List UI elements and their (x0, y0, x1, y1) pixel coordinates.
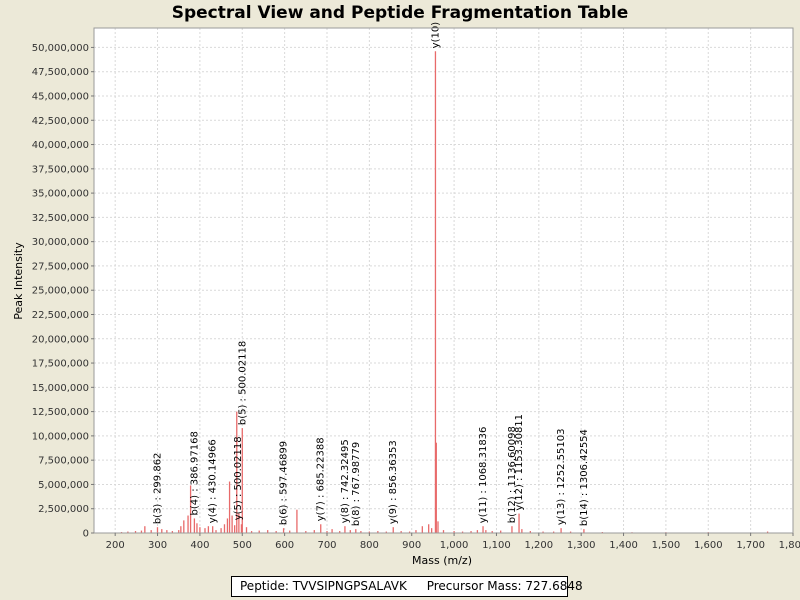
y-tick-label: 35,000,000 (32, 189, 89, 200)
peak-annotation: y(8) : 742.32495 (340, 439, 351, 523)
peak-annotation: y(5) : 500.02118 (233, 436, 244, 520)
x-tick-label: 1,700 (736, 540, 765, 551)
peak-annotation: b(8) : 767.98779 (351, 442, 362, 526)
peak-annotation: y(9) : 856.36353 (388, 440, 399, 524)
x-tick-label: 800 (360, 540, 379, 551)
x-tick-label: 1,500 (652, 540, 681, 551)
y-tick-label: 7,500,000 (38, 456, 89, 467)
plot-area (94, 28, 793, 533)
y-tick-label: 0 (83, 529, 89, 540)
peak-annotations: b(3) : 299.862 b(4) : 386.97168 y(4) : 430… (152, 22, 589, 526)
peak-annotation: y(7) : 685.22388 (316, 437, 327, 521)
peak-annotation: y(10) (430, 22, 441, 49)
y-tick-label: 20,000,000 (32, 334, 89, 345)
x-tick-label: 700 (317, 540, 336, 551)
x-tick-label: 1,100 (482, 540, 511, 551)
y-tick-label: 5,000,000 (38, 480, 89, 491)
y-axis-label: Peak Intensity (12, 242, 25, 320)
precursor-mass-label: Precursor Mass: 727.6848 (426, 579, 583, 593)
peptide-label: Peptide: TVVSIPNGPSALAVK (240, 579, 407, 593)
y-tick-label: 2,500,000 (38, 504, 89, 515)
x-tick-label: 1,000 (440, 540, 469, 551)
x-tick-label: 900 (402, 540, 421, 551)
peak-annotation: y(12) : 1153.30811 (514, 414, 525, 511)
y-axis: 0 2,500,000 5,000,000 7,500,000 10,000,000 12… (32, 43, 94, 540)
x-tick-label: 1,600 (694, 540, 723, 551)
y-tick-label: 10,000,000 (32, 431, 89, 442)
peak-annotation: b(12) : 1136.60098 (507, 426, 518, 523)
x-tick-label: 1,200 (524, 540, 553, 551)
y-tick-label: 50,000,000 (32, 43, 89, 54)
peak-annotation: y(11) : 1068.31836 (478, 427, 489, 524)
y-tick-label: 15,000,000 (32, 383, 89, 394)
x-tick-label: 200 (106, 540, 125, 551)
peak-annotation: y(13) : 1252.55103 (556, 429, 567, 526)
peak-annotation: y(4) : 430.14966 (208, 439, 219, 523)
peak-annotation: b(6) : 597.46899 (279, 441, 290, 525)
x-tick-label: 400 (190, 540, 209, 551)
peak-annotation: b(3) : 299.862 (152, 453, 163, 525)
grid-lines (94, 28, 794, 533)
x-tick-label: 500 (233, 540, 252, 551)
y-tick-label: 47,500,000 (32, 67, 89, 78)
y-tick-label: 30,000,000 (32, 237, 89, 248)
y-tick-label: 27,500,000 (32, 261, 89, 272)
chart-title: Spectral View and Peptide Fragmentation … (171, 3, 629, 23)
x-tick-label: 1,400 (609, 540, 638, 551)
y-tick-label: 37,500,000 (32, 164, 89, 175)
x-tick-label: 1,800 (779, 540, 800, 551)
x-axis: 200 300 400 500 600 700 800 900 1,000 1,100 1,200 1… (106, 533, 800, 551)
peak-annotation: b(14) : 1306.42554 (579, 429, 590, 526)
y-tick-label: 12,500,000 (32, 407, 89, 418)
y-tick-label: 17,500,000 (32, 359, 89, 370)
peak-annotation: b(4) : 386.97168 (189, 431, 200, 515)
x-axis-label: Mass (m/z) (412, 554, 472, 567)
y-tick-label: 22,500,000 (32, 310, 89, 321)
x-tick-label: 300 (148, 540, 167, 551)
x-tick-label: 1,300 (567, 540, 596, 551)
y-tick-label: 25,000,000 (32, 286, 89, 297)
plot-border (93, 27, 794, 534)
y-tick-label: 32,500,000 (32, 213, 89, 224)
y-tick-label: 45,000,000 (32, 91, 89, 102)
peptide-info-box: Peptide: TVVSIPNGPSALAVK Precursor Mass:… (231, 576, 583, 597)
y-tick-label: 40,000,000 (32, 140, 89, 151)
peak-annotation: b(5) : 500.02118 (237, 341, 248, 425)
y-tick-label: 42,500,000 (32, 116, 89, 127)
x-tick-label: 600 (275, 540, 294, 551)
